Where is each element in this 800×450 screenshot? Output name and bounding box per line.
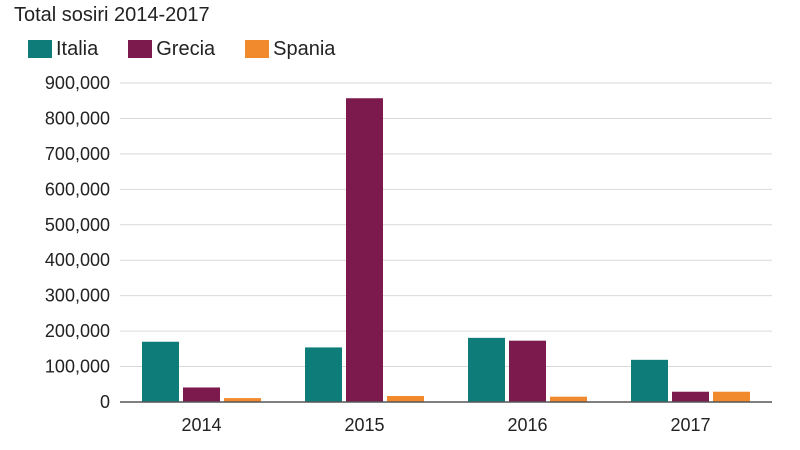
y-tick-label: 800,000 [45, 108, 110, 128]
y-tick-label: 100,000 [45, 357, 110, 377]
chart-title: Total sosiri 2014-2017 [14, 4, 210, 26]
legend-swatch [128, 40, 153, 58]
x-tick-label: 2014 [181, 415, 221, 435]
legend-item-grecia: Grecia [128, 38, 215, 61]
legend-label: Grecia [156, 37, 216, 60]
bar-grecia-2017 [672, 391, 709, 402]
x-tick-label: 2017 [670, 415, 710, 435]
bar-italia-2015 [305, 347, 342, 402]
y-tick-label: 900,000 [45, 73, 110, 93]
bar-italia-2014 [142, 341, 179, 402]
bar-spania-2016 [550, 396, 587, 402]
legend-item-italia: Italia [28, 38, 98, 61]
x-tick-label: 2016 [507, 415, 547, 435]
legend-label: Italia [56, 37, 99, 60]
x-tick-label: 2015 [344, 415, 384, 435]
y-tick-label: 200,000 [45, 321, 110, 341]
y-tick-label: 300,000 [45, 286, 110, 306]
bar-spania-2017 [713, 391, 750, 402]
y-tick-label: 0 [100, 392, 110, 412]
bar-grecia-2015 [346, 98, 383, 402]
y-tick-label: 500,000 [45, 215, 110, 235]
bar-grecia-2014 [183, 387, 220, 402]
y-tick-label: 700,000 [45, 144, 110, 164]
legend-swatch [28, 40, 52, 58]
legend: Italia Grecia Spania [28, 37, 365, 61]
bar-spania-2015 [387, 395, 424, 402]
bar-italia-2017 [631, 359, 668, 402]
bar-grecia-2016 [509, 340, 546, 402]
y-tick-label: 600,000 [45, 179, 110, 199]
bar-italia-2016 [468, 337, 505, 402]
bar-spania-2014 [224, 398, 261, 402]
legend-item-spania: Spania [245, 38, 335, 61]
y-tick-label: 400,000 [45, 250, 110, 270]
legend-label: Spania [273, 37, 336, 60]
legend-swatch [245, 40, 270, 58]
